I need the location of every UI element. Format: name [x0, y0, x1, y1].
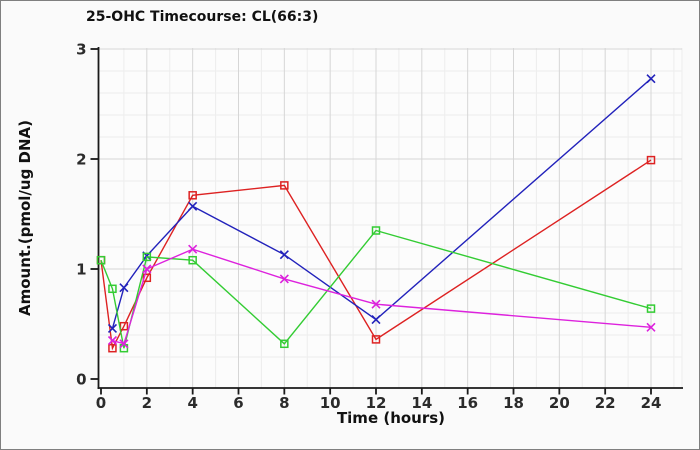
x-tick-label: 2 — [142, 394, 152, 412]
marker-x-magenta-x — [371, 299, 381, 309]
marker-square-red-squares — [119, 321, 129, 331]
marker-square-green-squares — [108, 284, 117, 294]
marker-x-magenta-x — [188, 244, 198, 254]
marker-x-blue-x — [279, 250, 289, 260]
marker-x-blue-x — [371, 315, 381, 325]
marker-square-red-squares — [646, 155, 656, 165]
marker-square-green-squares — [371, 226, 381, 235]
y-tick-label: 1 — [76, 261, 86, 279]
marker-square-green-squares — [188, 255, 197, 265]
marker-x-blue-x — [107, 323, 118, 333]
marker-x-blue-x — [646, 74, 656, 84]
marker-square-green-squares — [646, 304, 656, 313]
x-axis-label: Time (hours) — [336, 409, 446, 427]
y-tick-label: 3 — [76, 41, 86, 59]
x-tick-label: 14 — [411, 394, 432, 412]
x-tick-label: 0 — [96, 394, 106, 412]
x-tick-label: 8 — [279, 394, 289, 412]
marker-x-blue-x — [119, 283, 129, 293]
x-tick-label: 4 — [187, 394, 197, 412]
marker-square-green-squares — [280, 339, 289, 349]
marker-x-magenta-x — [646, 322, 656, 332]
marker-x-magenta-x — [119, 339, 129, 349]
marker-x-magenta-x — [279, 274, 289, 284]
marker-square-red-squares — [188, 191, 197, 200]
marker-square-red-squares — [108, 343, 117, 353]
y-tick-label: 2 — [76, 151, 86, 169]
marker-square-red-squares — [142, 273, 152, 283]
marker-square-red-squares — [280, 181, 289, 190]
marker-square-green-squares — [142, 252, 152, 262]
marker-x-blue-x — [188, 201, 198, 211]
y-tick-label: 0 — [76, 371, 86, 389]
x-tick-label: 10 — [320, 394, 341, 412]
marker-x-magenta-x — [107, 335, 118, 346]
marker-x-magenta-x — [142, 264, 152, 274]
marker-square-green-squares — [96, 255, 106, 265]
x-tick-label: 6 — [233, 394, 243, 412]
plot-area — [98, 48, 682, 388]
x-tick-label: 16 — [457, 394, 478, 412]
x-tick-label: 18 — [503, 394, 524, 412]
x-tick-label: 24 — [641, 394, 662, 412]
chart-title: 25-OHC Timecourse: CL(66:3) — [86, 9, 319, 25]
x-tick-label: 20 — [549, 394, 570, 412]
marker-square-red-squares — [371, 335, 381, 344]
x-tick-label: 22 — [595, 394, 616, 412]
x-tick-label: 12 — [366, 394, 387, 412]
